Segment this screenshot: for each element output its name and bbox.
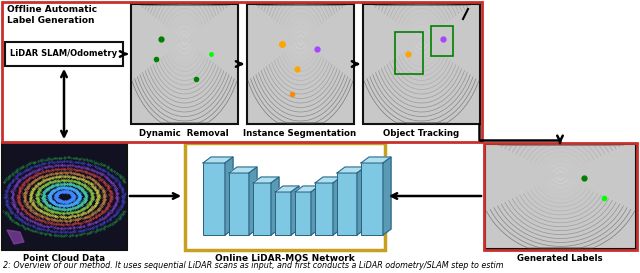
Polygon shape [295, 186, 319, 192]
Bar [484, 143, 637, 250]
Text: LiDAR SLAM/Odometry: LiDAR SLAM/Odometry [10, 49, 118, 58]
Bar [131, 4, 238, 124]
Text: Online LiDAR-MOS Network: Online LiDAR-MOS Network [215, 254, 355, 263]
Polygon shape [315, 177, 341, 183]
Text: Object Tracking: Object Tracking [383, 129, 459, 138]
Polygon shape [311, 186, 319, 235]
Bar [2, 143, 127, 250]
Bar [2, 2, 482, 142]
Polygon shape [357, 167, 365, 235]
Bar [361, 163, 383, 235]
Text: Point Cloud Data: Point Cloud Data [23, 254, 105, 263]
Polygon shape [291, 186, 299, 235]
Text: Generated Labels: Generated Labels [517, 254, 603, 263]
Polygon shape [275, 186, 299, 192]
Bar [485, 144, 636, 249]
Polygon shape [249, 167, 257, 235]
Bar [203, 163, 225, 235]
Bar [363, 4, 480, 124]
Text: 2: Overview of our method. It uses sequential LiDAR scans as input, and first co: 2: Overview of our method. It uses seque… [3, 261, 504, 270]
Polygon shape [253, 177, 279, 183]
Text: Offline Automatic
Label Generation: Offline Automatic Label Generation [7, 5, 97, 25]
Text: Instance Segmentation: Instance Segmentation [243, 129, 356, 138]
Polygon shape [271, 177, 279, 235]
Bar [229, 173, 249, 235]
Polygon shape [229, 167, 257, 173]
Bar [5, 42, 123, 66]
Bar [295, 192, 311, 235]
Bar [185, 143, 385, 250]
Bar [253, 183, 271, 235]
Polygon shape [361, 157, 391, 163]
Polygon shape [203, 157, 233, 163]
Bar [247, 4, 354, 124]
Bar [275, 192, 291, 235]
Polygon shape [333, 177, 341, 235]
Polygon shape [7, 230, 24, 244]
Bar [337, 173, 357, 235]
Polygon shape [337, 167, 365, 173]
Text: Dynamic  Removal: Dynamic Removal [139, 129, 229, 138]
Polygon shape [383, 157, 391, 235]
Bar [395, 32, 423, 74]
Bar [431, 26, 453, 56]
Bar [315, 183, 333, 235]
Polygon shape [225, 157, 233, 235]
